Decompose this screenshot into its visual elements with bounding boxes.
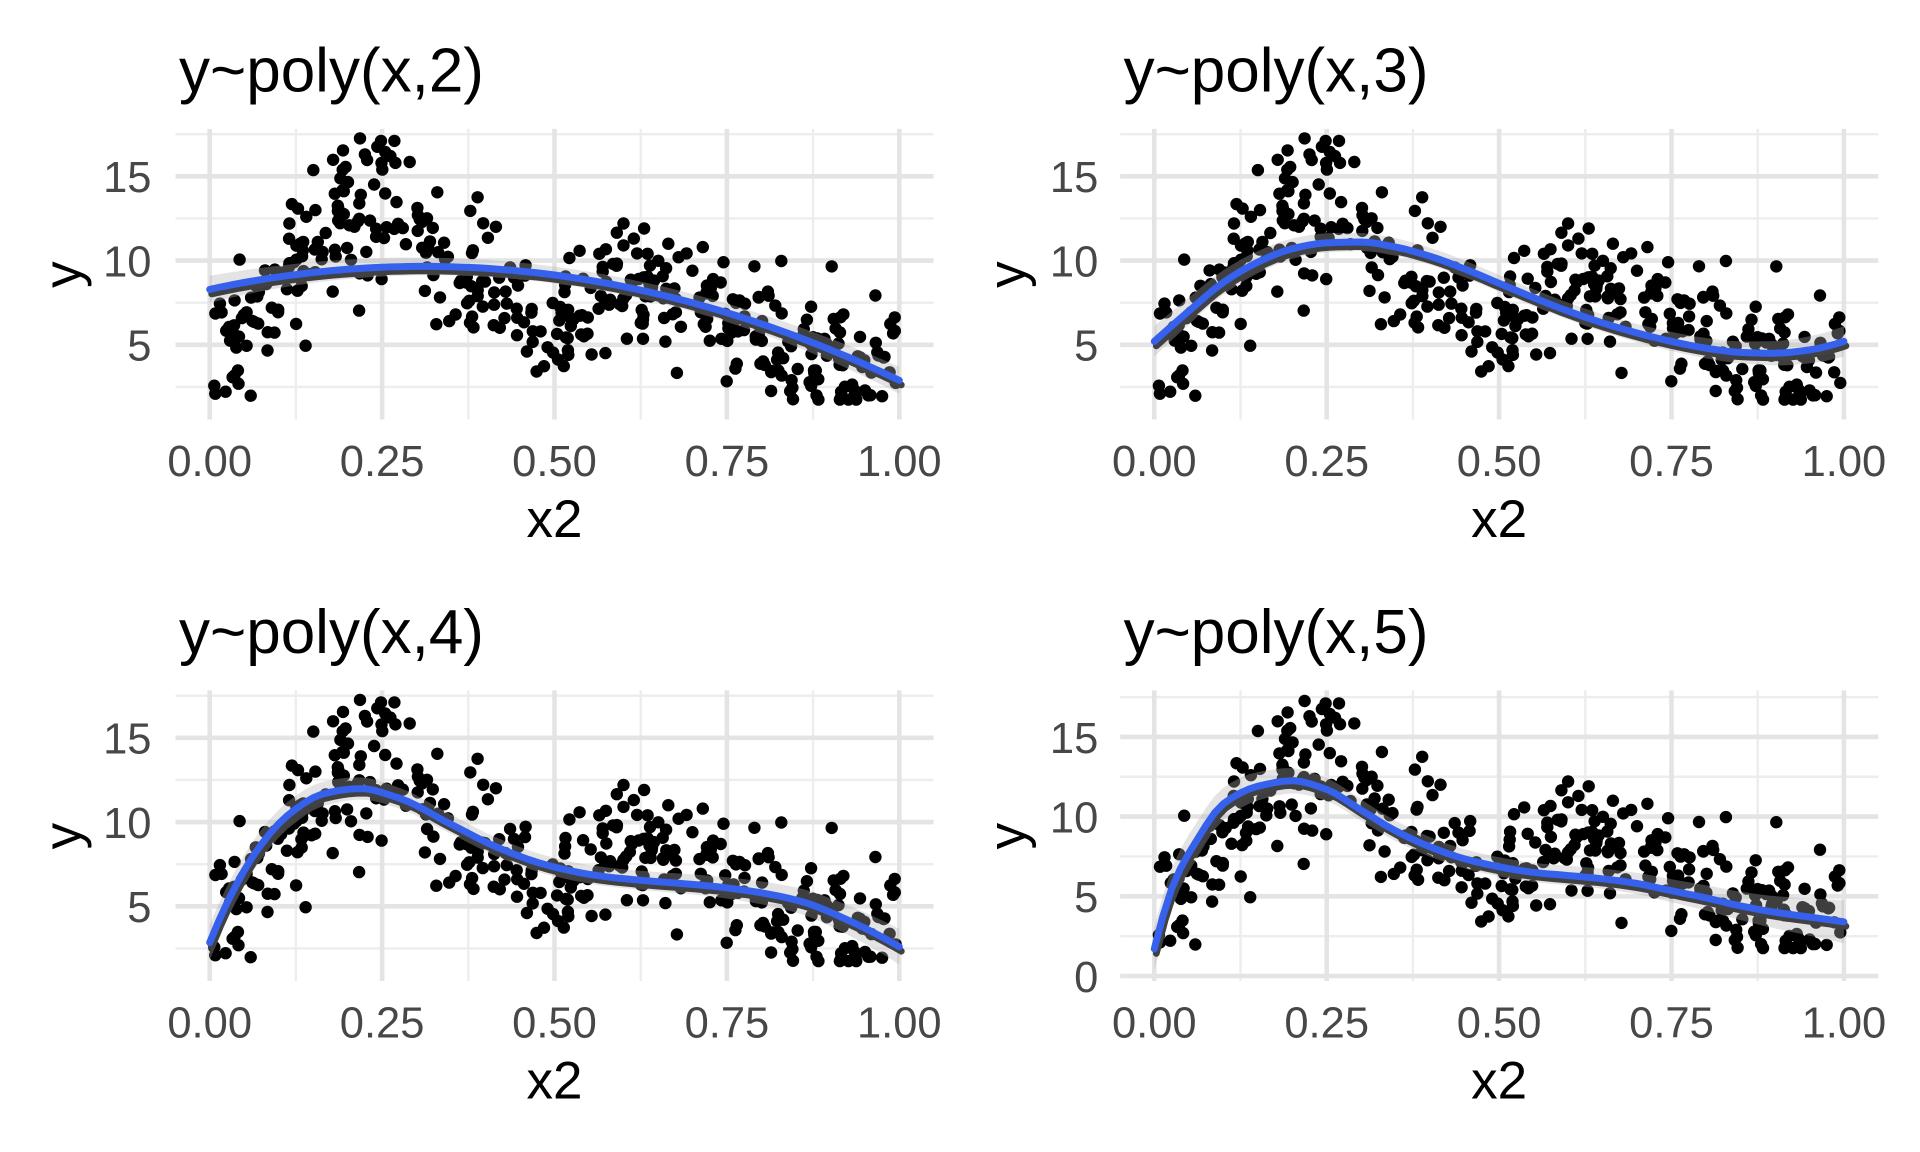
svg-text:0.25: 0.25 (340, 1000, 425, 1048)
svg-text:0.25: 0.25 (1284, 1000, 1369, 1048)
svg-text:y~poly(x,5): y~poly(x,5) (1124, 598, 1429, 667)
svg-text:15: 15 (103, 716, 151, 764)
svg-text:1.00: 1.00 (1802, 438, 1887, 486)
svg-text:1.00: 1.00 (857, 438, 942, 486)
svg-text:y~poly(x,3): y~poly(x,3) (1124, 37, 1429, 106)
svg-text:x2: x2 (527, 1052, 583, 1111)
svg-text:0.75: 0.75 (1629, 438, 1714, 486)
svg-text:0.25: 0.25 (340, 438, 425, 486)
svg-text:x2: x2 (527, 490, 583, 549)
svg-text:y~poly(x,4): y~poly(x,4) (179, 598, 484, 667)
svg-text:5: 5 (1074, 874, 1098, 922)
svg-text:x2: x2 (1471, 1052, 1527, 1111)
svg-text:5: 5 (1074, 323, 1098, 371)
svg-text:15: 15 (103, 154, 151, 202)
svg-text:0.00: 0.00 (167, 1000, 252, 1048)
svg-text:y: y (978, 261, 1037, 288)
svg-text:y: y (978, 822, 1037, 849)
svg-text:0.50: 0.50 (1457, 1000, 1542, 1048)
svg-text:10: 10 (1050, 238, 1098, 286)
svg-text:0.50: 0.50 (512, 438, 597, 486)
svg-text:y: y (34, 822, 93, 849)
svg-text:15: 15 (1050, 715, 1098, 763)
svg-text:1.00: 1.00 (1802, 1000, 1887, 1048)
svg-text:0.00: 0.00 (1112, 1000, 1197, 1048)
svg-text:y: y (34, 261, 93, 288)
svg-text:0.00: 0.00 (167, 438, 252, 486)
svg-text:0.75: 0.75 (685, 438, 770, 486)
svg-text:x2: x2 (1471, 490, 1527, 549)
svg-text:5: 5 (127, 323, 151, 371)
svg-text:0.25: 0.25 (1284, 438, 1369, 486)
svg-text:0.50: 0.50 (512, 1000, 597, 1048)
svg-text:5: 5 (127, 884, 151, 932)
svg-text:0.50: 0.50 (1457, 438, 1542, 486)
svg-text:0.75: 0.75 (1629, 1000, 1714, 1048)
svg-text:0.75: 0.75 (685, 1000, 770, 1048)
svg-text:y~poly(x,2): y~poly(x,2) (179, 37, 484, 106)
svg-text:10: 10 (1050, 795, 1098, 843)
svg-text:15: 15 (1050, 154, 1098, 202)
svg-text:0: 0 (1074, 954, 1098, 1002)
svg-text:1.00: 1.00 (857, 1000, 942, 1048)
svg-text:0.00: 0.00 (1112, 438, 1197, 486)
svg-text:10: 10 (103, 800, 151, 848)
svg-text:10: 10 (103, 238, 151, 286)
